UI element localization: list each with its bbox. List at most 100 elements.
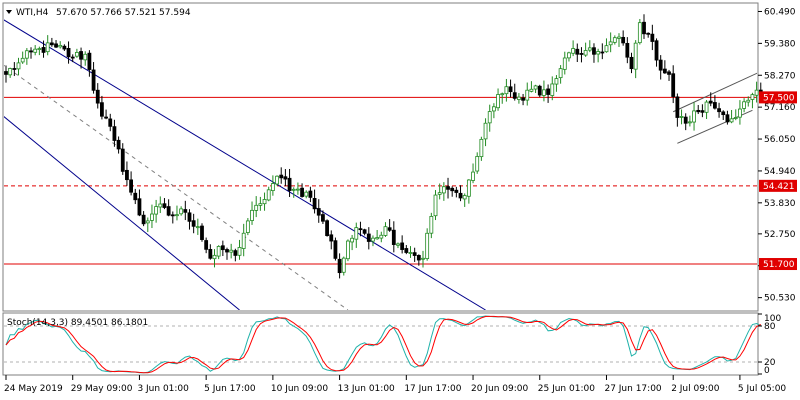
desc-channel-lower[interactable] (0, 77, 240, 310)
candle (542, 80, 546, 102)
candle (742, 98, 746, 113)
price-tick-label: 52.750 (764, 230, 796, 240)
candle (195, 218, 200, 235)
candle (24, 48, 29, 65)
candle (91, 62, 96, 94)
candle (62, 44, 67, 51)
desc-channel-mid[interactable] (0, 31, 349, 310)
candle (654, 38, 659, 67)
candle (512, 83, 517, 101)
desc-channel-upper[interactable] (0, 0, 486, 310)
candle (729, 109, 734, 124)
candle (279, 167, 284, 184)
candle (37, 46, 42, 56)
candle (642, 14, 646, 39)
time-tick-label: 27 Jun 17:00 (604, 384, 661, 394)
candle (125, 161, 129, 186)
candle (504, 78, 509, 102)
candle (120, 143, 125, 175)
candle (567, 51, 571, 62)
candle (412, 247, 417, 262)
candle (421, 250, 425, 268)
candle (500, 92, 505, 104)
candle (212, 249, 217, 268)
price-tick-label: 56.050 (764, 135, 796, 145)
candle (187, 209, 192, 230)
candle (491, 103, 496, 119)
time-tick-label: 24 May 2019 (4, 384, 63, 394)
price-levels (4, 96, 757, 265)
level-price-label: 57.500 (763, 93, 795, 103)
candle (454, 186, 459, 198)
candle (692, 102, 696, 131)
candle (74, 48, 79, 58)
candle (608, 32, 613, 53)
candle (738, 100, 742, 125)
candle (241, 223, 246, 257)
candle (404, 245, 409, 255)
time-tick-label: 17 Jun 17:00 (404, 384, 461, 394)
candle (391, 221, 396, 253)
candle (337, 253, 342, 279)
candle (104, 109, 108, 120)
candle (308, 186, 313, 203)
time-tick-label: 10 Jun 09:00 (271, 384, 328, 394)
candle (45, 35, 50, 56)
candle (333, 237, 338, 261)
candle (429, 212, 434, 239)
candle (433, 190, 438, 221)
candle (579, 47, 584, 63)
candle (83, 51, 88, 66)
candle (708, 92, 713, 107)
level-price-badge (759, 91, 797, 104)
candle (87, 50, 92, 77)
candle (571, 40, 576, 57)
candle (446, 177, 450, 199)
candle (325, 219, 329, 237)
candle (220, 240, 225, 257)
candle (179, 206, 184, 216)
candle (346, 239, 350, 262)
level-price-badge (759, 258, 797, 271)
candle (158, 196, 163, 214)
candle (658, 55, 663, 80)
candle (700, 104, 705, 118)
candle (587, 40, 592, 53)
candle (633, 40, 638, 79)
candle (100, 95, 104, 120)
candle (300, 183, 304, 198)
price-tick-label: 53.830 (764, 199, 796, 209)
candle (517, 93, 521, 104)
candle (458, 185, 463, 202)
candle (462, 193, 467, 207)
candle (533, 84, 538, 93)
candle (245, 218, 250, 236)
candle (95, 83, 100, 109)
candle (145, 217, 150, 232)
candle (387, 219, 392, 232)
candle (687, 115, 692, 127)
candle (49, 37, 54, 47)
candle (662, 60, 667, 74)
candle (637, 18, 642, 45)
candle (200, 223, 204, 242)
candle (529, 81, 534, 93)
candle (671, 65, 676, 104)
candle (321, 210, 325, 224)
candle (612, 35, 617, 45)
stochastic-oscillator (4, 315, 762, 374)
asc-channel-upper[interactable] (672, 72, 761, 113)
candle (683, 113, 688, 131)
candle (721, 110, 726, 121)
candle (262, 192, 267, 211)
level-price-label: 54.421 (763, 182, 795, 192)
collapse-arrow-icon[interactable] (6, 10, 12, 14)
time-tick-label: 2 Jul 09:00 (671, 384, 720, 394)
candle (229, 243, 234, 259)
candle (141, 211, 146, 227)
symbol-title: WTI,H4 (16, 8, 49, 18)
level-price-label: 51.700 (763, 260, 795, 270)
